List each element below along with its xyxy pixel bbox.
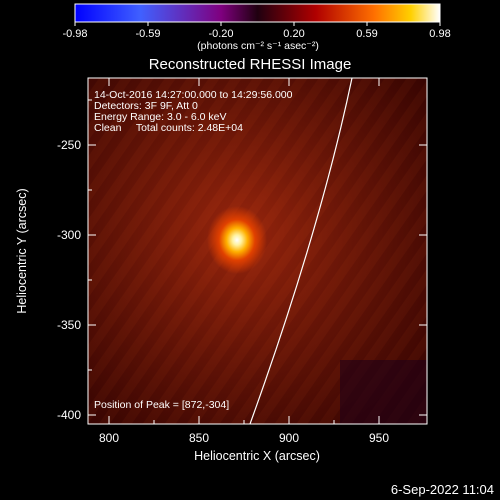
x-tick-label: 950 [369,431,389,445]
info-detectors: Detectors: 3F 9F, Att 0 [94,100,198,112]
peak-position-label: Position of Peak = [872,-304] [94,399,229,411]
flare-source [207,206,267,274]
colorbar-ticks [74,22,441,26]
info-clean-counts: Clean Total counts: 2.48E+04 [94,122,243,134]
plot-title: Reconstructed RHESSI Image [149,56,352,73]
y-tick-label: -300 [57,228,81,242]
colorbar-units: (photons cm⁻² s⁻¹ asec⁻²) [197,40,319,52]
y-tick-label: -400 [57,408,81,422]
info-time-range: 14-Oct-2016 14:27:00.000 to 14:29:56.000 [94,89,293,101]
info-energy-range: Energy Range: 3.0 - 6.0 keV [94,111,227,123]
colorbar-tick-label: 0.98 [429,28,450,40]
x-axis-ticks [108,78,380,424]
y-tick-label: -350 [57,318,81,332]
colorbar-tick-label: -0.20 [208,28,233,40]
y-axis-ticks [88,99,427,416]
x-tick-label: 900 [279,431,299,445]
solar-limb [249,78,353,424]
y-axis-label: Heliocentric Y (arcsec) [15,188,29,313]
x-tick-label: 800 [99,431,119,445]
footer-date: 6-Sep-2022 11:04 [391,482,494,497]
x-axis-label: Heliocentric X (arcsec) [194,449,320,463]
colorbar-tick-label: 0.59 [356,28,377,40]
solar-image [88,78,427,424]
colorbar-tick-label: -0.59 [135,28,160,40]
colorbar [74,3,441,23]
colorbar-tick-label: -0.98 [62,28,87,40]
y-tick-label: -250 [57,138,81,152]
plot-frame [87,77,428,425]
colorbar-tick-label: 0.20 [283,28,304,40]
x-tick-label: 850 [189,431,209,445]
